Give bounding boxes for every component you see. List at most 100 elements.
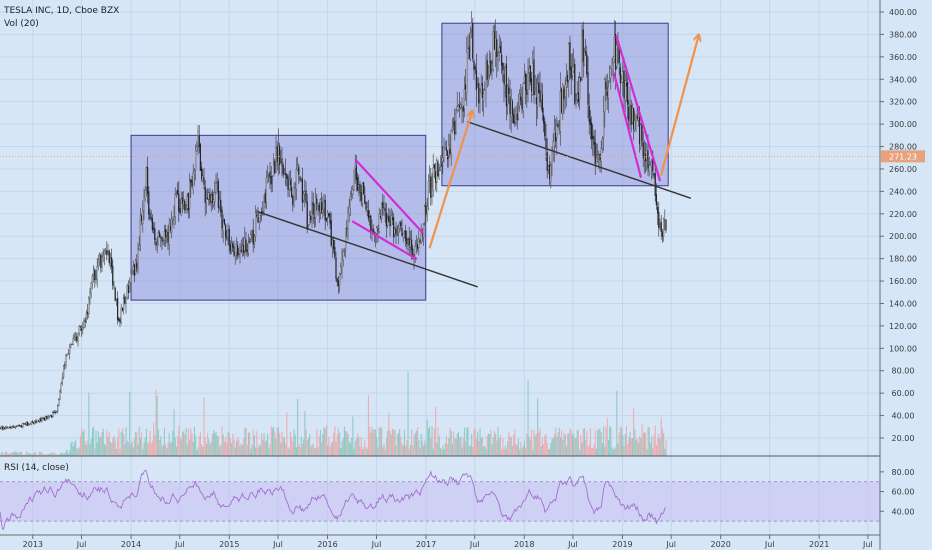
- rsi-legend[interactable]: RSI (14, close): [4, 463, 69, 473]
- volume-bar: [471, 433, 473, 456]
- candle-body: [100, 255, 102, 268]
- candle-body: [526, 89, 528, 95]
- volume-bar: [435, 406, 437, 456]
- volume-bar: [341, 441, 343, 456]
- trend-annotations[interactable]: [256, 37, 698, 288]
- candle-body: [600, 148, 602, 162]
- candle-body: [145, 167, 147, 188]
- candle-body: [354, 166, 356, 169]
- candle-body: [304, 191, 306, 195]
- candle-body: [544, 121, 546, 137]
- candle-body: [292, 196, 294, 205]
- volume-bar: [227, 431, 229, 456]
- volume-bar: [192, 441, 194, 456]
- candle-body: [651, 161, 653, 168]
- volume-bar: [399, 429, 401, 456]
- volume-bar: [369, 426, 371, 456]
- candle-body: [239, 247, 241, 254]
- volume-bar: [155, 389, 157, 456]
- candle-body: [466, 51, 468, 94]
- candle-body: [567, 75, 569, 83]
- candle-body: [640, 124, 642, 147]
- candle-body: [648, 164, 650, 172]
- candle-body: [42, 417, 44, 419]
- volume-bar: [160, 436, 162, 456]
- candle-body: [25, 422, 28, 425]
- volume-bar: [633, 408, 635, 456]
- candle-body: [242, 245, 245, 253]
- candle-body: [627, 82, 629, 105]
- volume-bar: [85, 444, 87, 456]
- candle-body: [337, 280, 340, 286]
- candle-body: [611, 63, 613, 72]
- volume-bar: [148, 441, 150, 456]
- price-axis: 20.00 40.00 60.00 80.00 100.00 120.00 140.00 16…: [880, 8, 917, 443]
- volume-bar: [525, 447, 527, 456]
- candle-body: [223, 219, 225, 225]
- volume-bar: [67, 453, 69, 456]
- volume-bar: [273, 426, 275, 456]
- price-scale-area[interactable]: [880, 0, 932, 550]
- candle-body: [657, 207, 659, 214]
- candle-body: [588, 106, 590, 122]
- volume-bar: [39, 451, 41, 456]
- volume-bar: [499, 434, 501, 456]
- volume-bar: [298, 443, 300, 456]
- candle-body: [187, 193, 189, 211]
- volume-bar: [203, 397, 205, 456]
- candle-body: [24, 423, 26, 425]
- candle-body: [105, 251, 107, 253]
- candle-body: [398, 222, 401, 229]
- volume-bar: [25, 451, 27, 456]
- candle-body: [443, 147, 445, 161]
- candle-body: [268, 174, 270, 176]
- time-axis[interactable]: 2013 Jul 2014 Jul 2015 Jul 2016 Jul 2017 Jul 2018 J…: [23, 535, 873, 549]
- candle-body: [209, 193, 211, 204]
- candle-body: [509, 96, 511, 114]
- volume-bar: [297, 398, 299, 456]
- volume-bar: [521, 448, 523, 456]
- volume-bar: [555, 426, 557, 456]
- volume-bar: [113, 436, 115, 456]
- volume-bar: [247, 432, 249, 456]
- candle-body: [155, 241, 157, 246]
- price-tick-label: 400.00: [889, 8, 917, 17]
- candle-body: [210, 195, 212, 202]
- volume-bar: [504, 445, 506, 456]
- volume-bar: [1, 451, 3, 456]
- candle-body: [221, 209, 223, 229]
- volume-legend[interactable]: Vol (20): [4, 19, 39, 29]
- volume-bar: [137, 444, 139, 456]
- candle-body: [586, 54, 588, 74]
- volume-bar: [431, 426, 433, 456]
- volume-bar: [594, 430, 596, 456]
- volume-bar: [256, 431, 258, 456]
- volume-bar: [379, 427, 381, 456]
- volume-bar: [132, 447, 134, 456]
- candle-body: [341, 258, 343, 269]
- volume-bar: [138, 426, 140, 456]
- time-tick-label: 2021: [809, 540, 829, 549]
- volume-bar: [323, 427, 325, 456]
- candle-body: [484, 89, 486, 91]
- candle-body: [630, 105, 632, 125]
- candle-body: [203, 177, 205, 185]
- candle-body: [633, 108, 635, 130]
- volume-bar: [598, 428, 600, 456]
- candle-body: [575, 100, 577, 105]
- volume-bar: [587, 446, 589, 456]
- candle-body: [645, 153, 647, 162]
- volume-bar: [509, 435, 511, 456]
- candle-body: [190, 179, 192, 183]
- symbol-legend[interactable]: TESLA INC, 1D, Cboe BZX: [3, 6, 119, 16]
- volume-bar: [84, 441, 86, 456]
- candle-body: [19, 425, 22, 427]
- candle-body: [597, 154, 599, 156]
- volume-bar: [220, 445, 222, 456]
- volume-bar: [163, 427, 165, 456]
- candle-body: [51, 415, 53, 418]
- volume-bar: [445, 435, 447, 456]
- candle-body: [571, 66, 574, 76]
- candle-body: [529, 65, 532, 83]
